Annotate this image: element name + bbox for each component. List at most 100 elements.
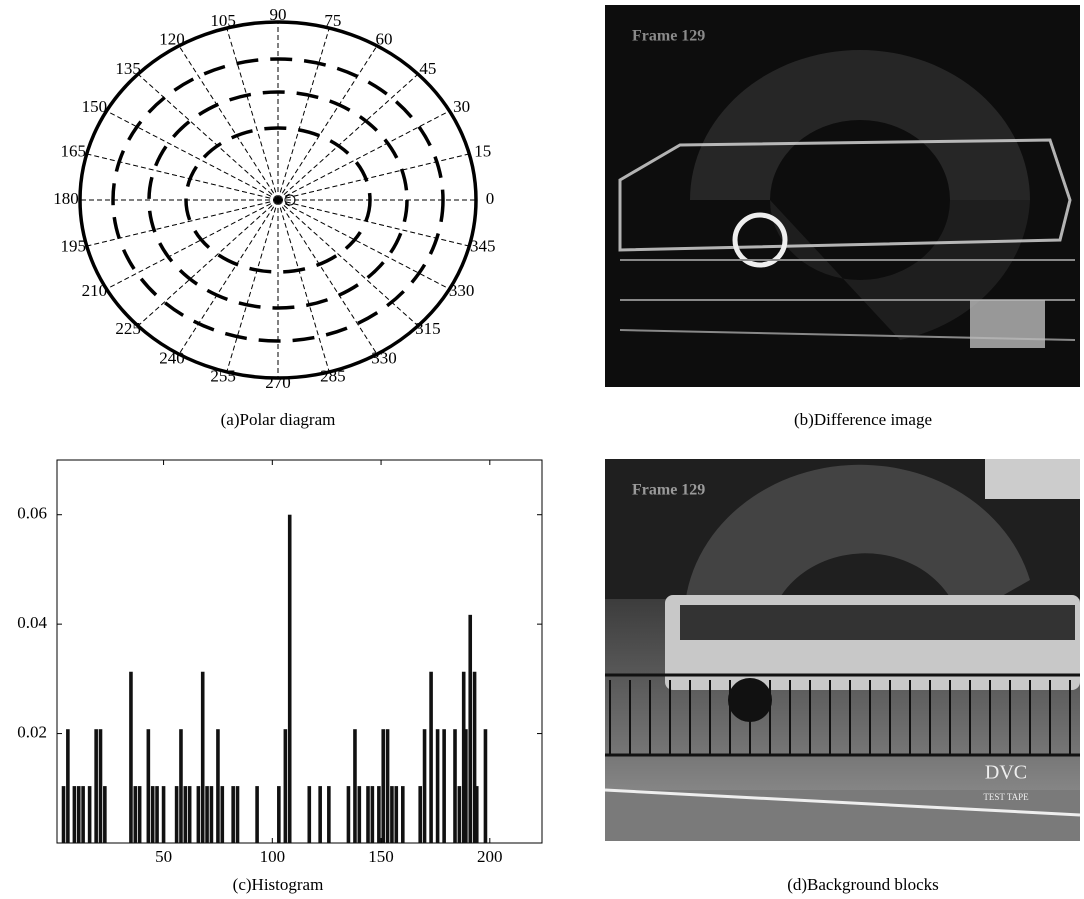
bar [366, 786, 370, 843]
bar [205, 786, 209, 843]
bar [318, 786, 322, 843]
y-tick-label: 0.02 [17, 722, 47, 741]
angle-label: 330 [449, 281, 475, 300]
angle-label: 180 [53, 189, 79, 208]
x-tick-label: 150 [368, 847, 394, 866]
bar [103, 786, 107, 843]
bar [347, 786, 351, 843]
figure: Frame 129 (b)Difference image Frame 129 … [0, 0, 1084, 899]
spoke [278, 46, 377, 200]
angle-label: 225 [115, 319, 141, 338]
bar [423, 729, 427, 843]
angle-label: 150 [82, 97, 108, 116]
angle-label: 0 [486, 189, 495, 208]
spoke [278, 200, 377, 354]
bar [277, 786, 281, 843]
spoke [278, 200, 329, 372]
caption: (a)Polar diagram [221, 410, 336, 429]
caption: (c)Histogram [233, 875, 324, 894]
y-tick-label: 0.04 [17, 613, 47, 632]
bar [390, 786, 394, 843]
angle-label: 270 [265, 373, 291, 392]
caption: (d)Background blocks [787, 875, 939, 894]
spoke [179, 46, 278, 200]
angle-label: 90 [270, 5, 287, 24]
bar [453, 729, 457, 843]
bar [94, 729, 98, 843]
bar [288, 515, 292, 843]
angle-label: 30 [453, 97, 470, 116]
angle-label: 135 [115, 59, 141, 78]
bar [179, 729, 183, 843]
caption: (b)Difference image [794, 410, 932, 429]
angle-label: 195 [60, 237, 86, 256]
bar [401, 786, 405, 843]
spoke [87, 154, 278, 200]
bar [73, 786, 77, 843]
angle-label: 255 [210, 367, 236, 386]
bar [307, 786, 311, 843]
bar [216, 729, 220, 843]
x-tick-label: 100 [260, 847, 286, 866]
bar [436, 729, 440, 843]
spoke [227, 200, 278, 372]
bar [210, 786, 214, 843]
bar [231, 786, 235, 843]
bar [77, 786, 81, 843]
spoke [278, 28, 329, 200]
bar [371, 786, 375, 843]
background-image: Frame 129 DVC TEST TAPE [605, 459, 1080, 841]
spoke [107, 200, 278, 289]
bar [284, 729, 288, 843]
bar [442, 729, 446, 843]
x-tick-label: 50 [155, 847, 172, 866]
bar [88, 786, 92, 843]
spoke [278, 200, 449, 289]
angle-label: 330 [371, 348, 397, 367]
bar [175, 786, 179, 843]
bar [353, 729, 357, 843]
bar [66, 729, 70, 843]
angle-label: 60 [376, 30, 393, 49]
spoke [138, 74, 278, 200]
bar [138, 786, 142, 843]
bar [358, 786, 362, 843]
bar [484, 729, 488, 843]
bar [162, 786, 166, 843]
spoke [278, 200, 418, 326]
angle-label: 45 [419, 59, 436, 78]
spoke [227, 28, 278, 200]
y-tick-label: 0.06 [17, 504, 47, 523]
logo-sub: TEST TAPE [983, 792, 1029, 802]
angle-label: 165 [60, 141, 86, 160]
bar [188, 786, 192, 843]
bar [184, 786, 188, 843]
angle-label: 315 [415, 319, 441, 338]
bar [151, 786, 155, 843]
angle-label: 120 [159, 30, 185, 49]
bar [155, 786, 159, 843]
angle-label: 345 [470, 237, 496, 256]
angle-label: 210 [82, 281, 108, 300]
bar [236, 786, 240, 843]
bar [147, 729, 151, 843]
bar [197, 786, 201, 843]
frame-label: Frame 129 [632, 28, 705, 45]
bar [129, 672, 133, 843]
bar [81, 786, 85, 843]
angle-label: 105 [210, 11, 236, 30]
bar [133, 786, 137, 843]
bar [394, 786, 398, 843]
bar [377, 786, 381, 843]
x-tick-label: 200 [477, 847, 503, 866]
bar [418, 786, 422, 843]
bar [458, 786, 462, 843]
bar [201, 672, 205, 843]
spoke [278, 111, 449, 200]
bar [429, 672, 433, 843]
bar [386, 729, 390, 843]
angle-label: 75 [324, 11, 341, 30]
logo: DVC [985, 762, 1027, 784]
bar [255, 786, 259, 843]
spoke [179, 200, 278, 354]
